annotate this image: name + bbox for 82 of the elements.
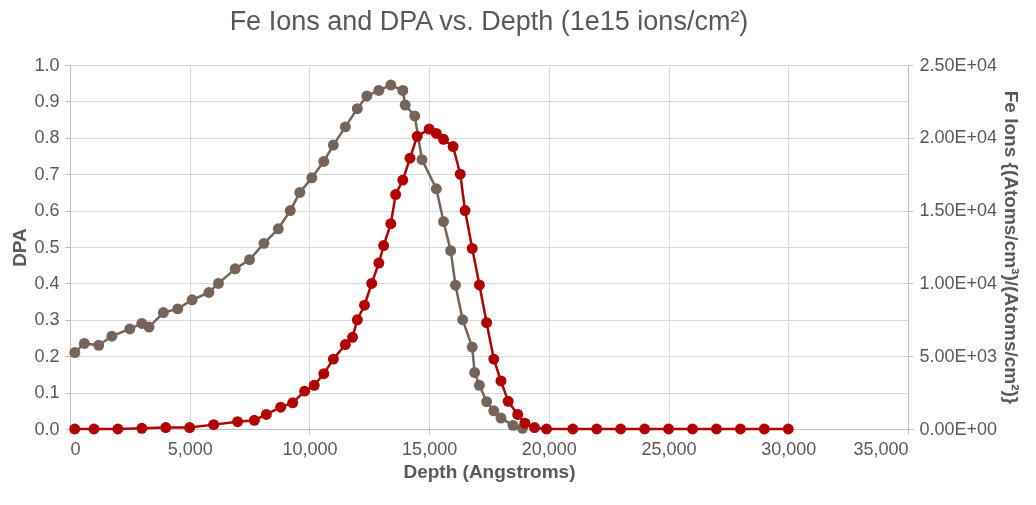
x-tick-label: 5,000 xyxy=(167,438,213,459)
point xyxy=(69,423,81,435)
point xyxy=(710,423,722,435)
y-tick-label: 0.7 xyxy=(34,163,60,184)
point xyxy=(540,423,552,435)
point xyxy=(160,422,172,434)
point xyxy=(351,314,363,326)
y2-tick-label: 5.00E+03 xyxy=(919,345,998,366)
y2-tick-label: 1.50E+04 xyxy=(919,200,998,221)
point xyxy=(112,423,124,435)
point xyxy=(473,279,485,291)
x-tick-label: 15,000 xyxy=(402,438,458,459)
y-axis-title: DPA xyxy=(9,227,31,267)
x-tick-label: 0 xyxy=(70,438,81,459)
point xyxy=(639,423,651,435)
point xyxy=(782,423,794,435)
point xyxy=(390,189,402,201)
y-tick-label: 0.5 xyxy=(34,236,60,257)
point xyxy=(519,417,531,429)
y2-tick-label: 2.00E+04 xyxy=(919,127,998,148)
point xyxy=(359,299,370,311)
point xyxy=(567,423,579,435)
point xyxy=(529,422,540,434)
point xyxy=(466,242,478,254)
point xyxy=(299,385,311,397)
point xyxy=(339,339,351,351)
x-axis-title: Depth (Angstroms) xyxy=(403,460,576,482)
point xyxy=(275,401,287,413)
point xyxy=(615,423,627,435)
point xyxy=(758,423,770,435)
y-tick-label: 0.9 xyxy=(34,90,60,111)
point xyxy=(411,130,423,142)
point xyxy=(481,317,493,329)
y2-axis-title: Fe Ions {(Atoms/cm³)/(Atoms/cm²)} xyxy=(1001,90,1023,405)
y2-tick-label: 2.50E+04 xyxy=(919,54,998,75)
point xyxy=(591,423,603,435)
point xyxy=(327,353,339,365)
x-tick-label: 30,000 xyxy=(761,438,817,459)
point xyxy=(459,205,471,217)
point xyxy=(136,422,148,434)
point xyxy=(687,423,698,435)
point xyxy=(397,174,409,186)
point xyxy=(512,408,524,420)
x-tick-label: 20,000 xyxy=(521,438,577,459)
point xyxy=(488,353,500,365)
point xyxy=(208,419,220,431)
point xyxy=(502,395,514,407)
point xyxy=(347,331,358,343)
x-tick-label: 25,000 xyxy=(641,438,697,459)
point xyxy=(404,152,416,164)
point xyxy=(430,127,442,139)
point xyxy=(734,423,746,435)
point xyxy=(287,397,299,409)
point xyxy=(248,414,260,426)
y2-tick-label: 1.00E+04 xyxy=(919,272,998,293)
point xyxy=(318,368,330,380)
point xyxy=(260,408,272,420)
point xyxy=(495,375,507,387)
point xyxy=(663,423,675,435)
x-tick-label: 10,000 xyxy=(282,438,338,459)
y-tick-label: 1.0 xyxy=(34,54,60,75)
point xyxy=(454,168,466,180)
x-tick-label: 35,000 xyxy=(853,438,909,459)
point xyxy=(373,257,385,269)
y-tick-label: 0.6 xyxy=(34,200,60,221)
y-tick-label: 0.0 xyxy=(34,418,60,439)
point xyxy=(184,422,196,434)
point xyxy=(447,141,459,152)
point xyxy=(232,416,244,428)
y-tick-label: 0.4 xyxy=(34,272,60,293)
point xyxy=(308,379,320,391)
point xyxy=(385,218,397,230)
point xyxy=(366,277,378,289)
y-tick-label: 0.2 xyxy=(34,345,60,366)
point xyxy=(438,133,449,145)
point xyxy=(88,423,100,435)
y-tick-label: 0.1 xyxy=(34,382,60,403)
chart-title: Fe Ions and DPA vs. Depth (1e15 ions/cm²) xyxy=(229,6,749,36)
y-tick-label: 0.3 xyxy=(34,309,60,330)
y2-tick-label: 0.00E+00 xyxy=(919,418,998,439)
point xyxy=(378,240,390,252)
y-tick-label: 0.8 xyxy=(34,127,60,148)
